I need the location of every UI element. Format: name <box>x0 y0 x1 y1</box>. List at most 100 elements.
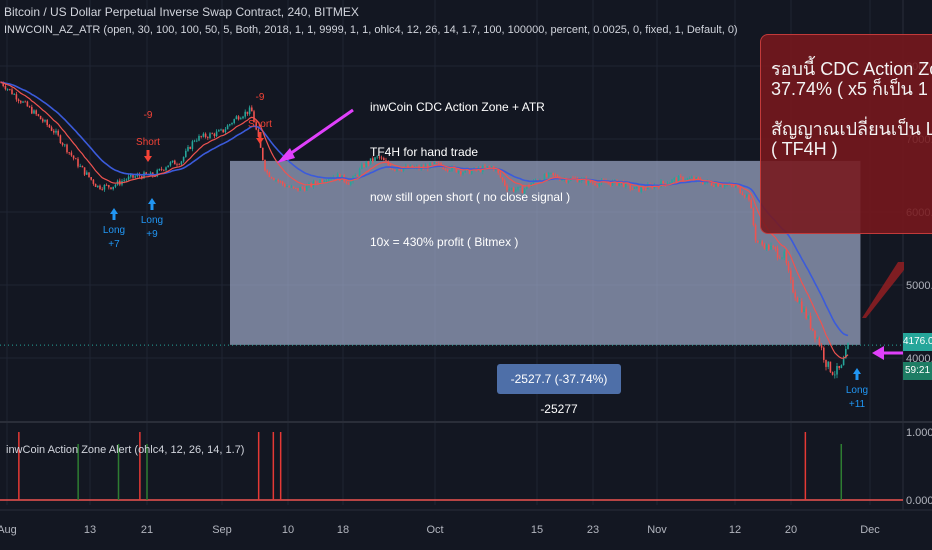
candle-body <box>781 257 783 259</box>
x-tick-label: 21 <box>141 524 153 536</box>
candle-body <box>761 241 763 245</box>
candle-body <box>248 107 251 114</box>
candle-body <box>132 174 134 178</box>
candle-body <box>180 161 183 165</box>
candle-body <box>726 184 728 186</box>
callout-line: 37.74% ( x5 ก็เป็น 1 <box>771 79 928 99</box>
candle-body <box>750 199 752 209</box>
candle-body <box>182 156 185 162</box>
candle-body <box>732 184 735 187</box>
candle-body <box>251 107 253 112</box>
callout-pointer <box>862 262 904 318</box>
candle-body <box>297 188 299 191</box>
callout-line: รอบนี้ CDC Action Zo <box>771 59 932 79</box>
candle-body <box>64 144 66 146</box>
x-tick-label: 15 <box>531 524 543 536</box>
candle-body <box>484 166 486 168</box>
candle-body <box>717 183 719 187</box>
candle-body <box>618 182 620 186</box>
candle-body <box>688 178 691 179</box>
candle-body <box>814 330 816 339</box>
short-arrow-icon <box>144 150 152 162</box>
candle-body <box>264 159 266 171</box>
lower-tick-label: 0.0000 <box>906 495 932 507</box>
candle-body <box>103 184 106 190</box>
candle-body <box>26 101 29 107</box>
candle-body <box>790 270 792 280</box>
candle-body <box>200 135 202 137</box>
candle-body <box>783 251 785 258</box>
candle-body <box>15 94 18 100</box>
signals: Long +7 Long +9 Long +11 -9 Short -9 Short <box>103 92 904 410</box>
candle-body <box>517 186 519 190</box>
candle-body <box>486 166 488 168</box>
candle-body <box>39 115 42 120</box>
candle-body <box>598 182 601 186</box>
candle-body <box>4 86 7 90</box>
candle-body <box>306 185 308 191</box>
candle-body <box>224 129 227 133</box>
candle-body <box>823 347 825 360</box>
candle-body <box>836 365 838 375</box>
candle-body <box>442 166 444 170</box>
candle-body <box>460 171 462 175</box>
candle-body <box>354 175 356 177</box>
candle-body <box>81 165 84 168</box>
candle-body <box>497 169 499 173</box>
candle-body <box>20 101 22 103</box>
candle-body <box>609 183 612 186</box>
candle-body <box>523 188 526 194</box>
candle-body <box>607 182 609 184</box>
candle-body <box>585 178 587 184</box>
candle-body <box>451 166 453 171</box>
candle-body <box>490 166 493 168</box>
x-tick-label: Sep <box>212 524 232 536</box>
candle-body <box>88 172 90 178</box>
lower-panel: 1.0000 0.0000 <box>0 427 932 507</box>
candle-body <box>193 140 196 142</box>
x-tick-label: Aug <box>0 524 17 536</box>
candle-body <box>664 183 667 185</box>
candle-body <box>204 133 207 138</box>
candle-body <box>526 185 528 189</box>
candle-body <box>638 187 640 192</box>
candle-body <box>2 82 4 87</box>
candle-body <box>220 129 222 131</box>
indicator-legend[interactable]: INWCOIN_AZ_ATR (open, 30, 100, 100, 50, … <box>4 24 738 36</box>
candle-body <box>66 144 68 153</box>
candle-body <box>246 111 249 114</box>
candle-body <box>545 174 548 177</box>
x-tick-label: 20 <box>785 524 797 536</box>
candle-body <box>669 182 671 184</box>
candle-body <box>468 168 471 174</box>
candle-body <box>163 169 165 171</box>
long-signal-label: Long <box>141 215 163 226</box>
candle-body <box>834 374 836 376</box>
candle-body <box>682 176 684 182</box>
note-line: inwCoin CDC Action Zone + ATR <box>370 100 545 114</box>
candle-body <box>374 157 376 162</box>
candle-body <box>53 130 55 133</box>
candle-body <box>429 162 431 170</box>
candle-body <box>847 343 849 350</box>
candle-body <box>391 168 394 170</box>
candle-body <box>737 185 739 188</box>
candle-body <box>86 172 88 175</box>
candle-body <box>446 169 449 171</box>
candle-body <box>350 181 352 185</box>
candle-body <box>765 244 768 249</box>
candle-body <box>57 130 59 136</box>
candle-body <box>433 162 436 164</box>
candle-body <box>825 359 827 367</box>
candle-body <box>636 187 638 188</box>
candle-body <box>625 181 627 187</box>
candle-body <box>59 135 62 144</box>
candle-body <box>222 129 224 133</box>
candle-body <box>741 193 744 196</box>
x-tick-label: 23 <box>587 524 599 536</box>
candle-body <box>543 174 546 181</box>
candle-body <box>596 185 598 186</box>
candle-body <box>735 185 737 187</box>
lower-panel-title[interactable]: inwCoin Action Zone Alert (ohlc4, 12, 26… <box>6 444 245 456</box>
